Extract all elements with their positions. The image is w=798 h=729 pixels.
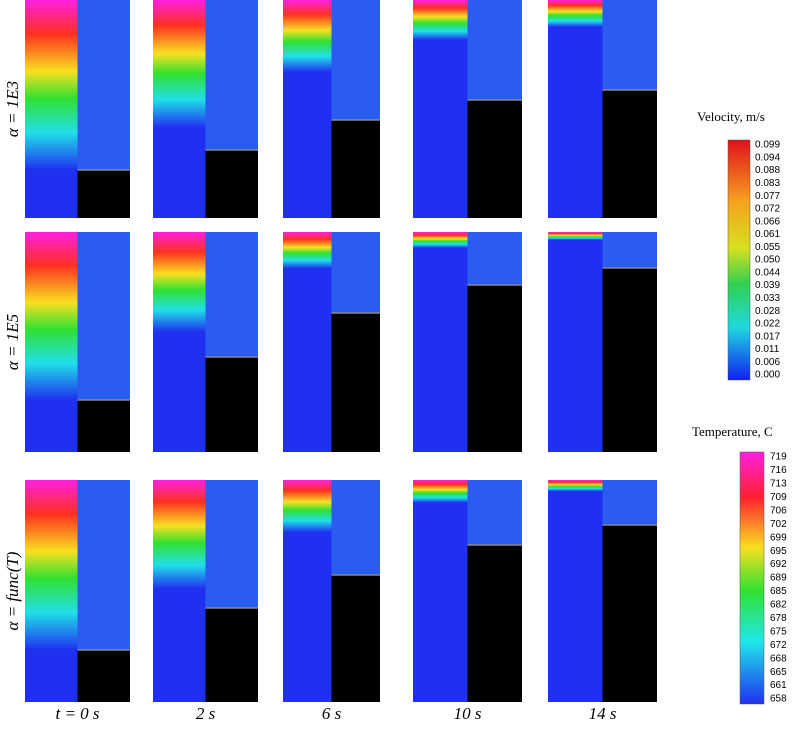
temperature-tick-label: 685	[770, 586, 787, 597]
velocity-tick-label: 0.050	[755, 255, 780, 266]
temperature-title: Temperature, C	[692, 424, 773, 439]
solid-region	[331, 120, 380, 218]
velocity-tick-label: 0.055	[755, 242, 780, 253]
temperature-tick-label: 692	[770, 559, 787, 570]
velocity-tick-label: 0.017	[755, 331, 780, 342]
temperature-tick-label: 716	[770, 465, 787, 476]
velocity-field	[77, 480, 130, 650]
temperature-tick-label: 665	[770, 667, 787, 678]
velocity-field	[602, 480, 657, 525]
solid-region	[602, 90, 657, 218]
temperature-field	[548, 232, 603, 268]
row-label: α = 1E5	[3, 314, 22, 370]
velocity-tick-label: 0.094	[755, 152, 780, 163]
row-label: α = func(T)	[3, 551, 22, 630]
velocity-tick-label: 0.072	[755, 204, 780, 215]
temperature-tick-label: 678	[770, 613, 787, 624]
velocity-tick-label: 0.099	[755, 140, 780, 151]
solid-region	[77, 170, 130, 218]
velocity-field	[205, 232, 258, 357]
temperature-tick-label: 672	[770, 640, 787, 651]
velocity-colorbar	[727, 139, 751, 381]
temperature-field	[153, 480, 206, 608]
velocity-tick-label: 0.022	[755, 319, 780, 330]
column-label: 10 s	[454, 704, 482, 723]
temperature-tick-label: 668	[770, 653, 787, 664]
column-label: 14 s	[589, 704, 617, 723]
temperature-field	[283, 232, 332, 313]
column-label: 6 s	[322, 704, 342, 723]
velocity-tick-label: 0.011	[755, 344, 780, 355]
temperature-colorbar	[739, 451, 765, 705]
velocity-tick-label: 0.044	[755, 267, 780, 278]
velocity-tick-label: 0.088	[755, 165, 780, 176]
row-label: α = 1E3	[3, 81, 22, 137]
temperature-field	[548, 480, 603, 525]
velocity-field	[331, 480, 380, 575]
temperature-field	[548, 232, 603, 452]
panels	[25, 0, 657, 702]
temperature-field	[25, 232, 78, 400]
solid-region	[77, 400, 130, 452]
temperature-tick-label: 699	[770, 532, 787, 543]
temperature-tick-label: 695	[770, 546, 787, 557]
solid-region	[331, 575, 380, 702]
velocity-field	[467, 0, 522, 100]
velocity-tick-label: 0.061	[755, 229, 780, 240]
temperature-field	[283, 0, 332, 120]
velocity-field	[467, 232, 522, 285]
velocity-field	[205, 0, 258, 150]
velocity-title: Velocity, m/s	[697, 109, 765, 124]
temperature-tick-label: 709	[770, 492, 787, 503]
temperature-tick-label: 661	[770, 680, 787, 691]
velocity-tick-label: 0.083	[755, 178, 780, 189]
column-label: 2 s	[196, 704, 216, 723]
velocity-tick-label: 0.028	[755, 306, 780, 317]
velocity-tick-label: 0.039	[755, 280, 780, 291]
temperature-field	[413, 232, 468, 285]
velocity-tick-label: 0.006	[755, 357, 780, 368]
solid-region	[467, 285, 522, 452]
temperature-tick-label: 702	[770, 519, 787, 530]
velocity-field	[602, 0, 657, 90]
velocity-field	[331, 0, 380, 120]
solid-region	[602, 525, 657, 702]
temperature-field	[153, 232, 206, 357]
velocity-tick-label: 0.033	[755, 293, 780, 304]
solid-region	[77, 650, 130, 702]
temperature-field	[25, 0, 78, 170]
solid-region	[331, 313, 380, 452]
temperature-tick-label: 706	[770, 505, 787, 516]
solid-region	[467, 545, 522, 702]
velocity-tick-label: 0.000	[755, 370, 780, 381]
velocity-field	[331, 232, 380, 313]
temperature-field	[283, 480, 332, 575]
column-label: t = 0 s	[55, 704, 99, 723]
temperature-tick-label: 713	[770, 479, 787, 490]
temperature-tick-label: 719	[770, 452, 787, 463]
solid-region	[205, 608, 258, 702]
temperature-tick-label: 658	[770, 694, 787, 705]
velocity-field	[205, 480, 258, 608]
temperature-tick-label: 675	[770, 626, 787, 637]
temperature-field	[413, 0, 468, 100]
solid-region	[467, 100, 522, 218]
velocity-field	[77, 0, 130, 170]
velocity-tick-label: 0.066	[755, 216, 780, 227]
velocity-field	[77, 232, 130, 400]
temperature-tick-label: 689	[770, 573, 787, 584]
temperature-field	[548, 0, 603, 90]
temperature-field	[25, 480, 78, 650]
temperature-tick-label: 682	[770, 600, 787, 611]
temperature-field	[153, 0, 206, 150]
solid-region	[205, 150, 258, 218]
velocity-field	[467, 480, 522, 545]
velocity-tick-label: 0.077	[755, 191, 780, 202]
solid-region	[602, 268, 657, 452]
temperature-field	[413, 480, 468, 545]
solid-region	[205, 357, 258, 452]
velocity-field	[602, 232, 657, 268]
